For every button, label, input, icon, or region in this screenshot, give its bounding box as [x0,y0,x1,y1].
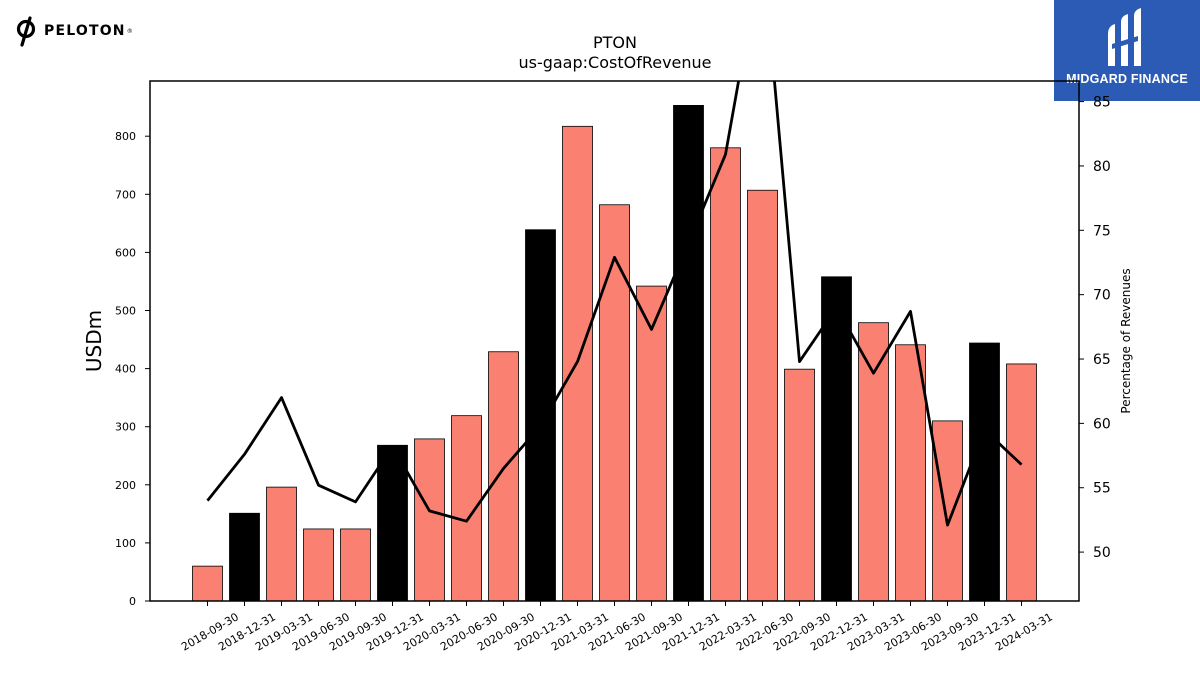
bar-2023-03-31 [858,322,889,602]
bar-2018-12-31 [229,512,260,602]
bar-2024-03-31 [1006,363,1037,602]
chart-title: PTON [593,33,637,52]
bar-2020-12-31 [525,229,556,602]
right-tick-label: 80 [1093,159,1111,175]
bar-series [192,105,1037,602]
bar-2022-12-31 [821,276,852,602]
right-tick-label: 50 [1093,545,1111,561]
bar-2019-03-31 [266,486,297,602]
chart-subtitle: us-gaap:CostOfRevenue [518,53,711,72]
left-tick-label: 400 [115,363,136,376]
left-tick-label: 500 [115,304,136,317]
bar-2022-06-30 [747,189,778,602]
left-tick-label: 200 [115,479,136,492]
bar-2019-09-30 [340,528,371,602]
percentage-line [206,81,1023,527]
right-tick-label: 75 [1093,223,1111,239]
left-tick-label: 600 [115,246,136,259]
bar-2022-03-31 [710,147,741,602]
left-tick-label: 0 [129,595,136,608]
y-axis-label-right: Percentage of Revenues [1119,268,1133,413]
peloton-p-icon [16,16,36,47]
midgard-finance-text: MIDGARD FINANCE [1066,72,1188,86]
bar-2019-12-31 [377,444,408,602]
bar-2021-09-30 [636,285,667,602]
bar-2023-09-30 [932,420,963,602]
midgard-logo-icon [1108,8,1141,66]
left-tick-label: 100 [115,537,136,550]
percentage-line-series [206,81,1023,527]
right-tick-label: 65 [1093,352,1111,368]
y-axis-label-left: USDm [82,310,106,372]
right-tick-label: 85 [1093,95,1111,111]
peloton-wordmark: PELOTON [44,23,126,39]
right-tick-label: 55 [1093,481,1111,497]
bar-2023-12-31 [969,342,1000,602]
bar-2020-09-30 [488,351,519,602]
right-tick-label: 70 [1093,288,1111,304]
bar-2021-12-31 [673,105,704,602]
left-axis: 0 100 200 300 400 500 600 700 800 [115,130,150,608]
bar-2019-06-30 [303,528,334,602]
right-axis: 50 55 60 65 70 75 80 85 [1079,95,1111,561]
bar-2021-06-30 [599,204,630,602]
bar-2020-03-31 [414,438,445,602]
x-axis: 2018-09-302018-12-312019-03-312019-06-30… [179,601,1055,654]
left-tick-label: 300 [115,421,136,434]
bar-2023-06-30 [895,344,926,602]
bar-2022-09-30 [784,368,815,602]
left-tick-label: 700 [115,188,136,201]
bar-2018-09-30 [192,565,223,602]
left-tick-label: 800 [115,130,136,143]
right-tick-label: 60 [1093,416,1111,432]
trademark-symbol: ® [126,27,133,35]
peloton-logo: PELOTON ® [14,14,133,48]
